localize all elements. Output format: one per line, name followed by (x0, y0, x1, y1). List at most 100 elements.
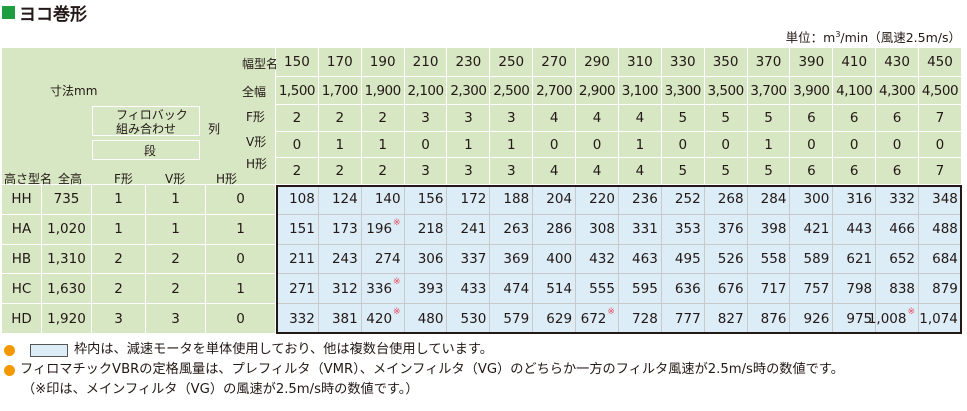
airflow-value: 108 (289, 191, 315, 208)
airflow-value-cell: 798 (833, 274, 877, 305)
asterisk-mark: ※ (393, 307, 401, 318)
airflow-value: 353 (674, 221, 701, 238)
stage-h-cell: 2 (276, 158, 319, 185)
asterisk-mark: ※ (393, 217, 401, 228)
full-height-cell: 735 (42, 185, 92, 215)
width-model-cell: 210 (404, 48, 448, 77)
v-type-cell: 3 (146, 304, 206, 334)
airflow-value-cell: 466 (876, 214, 920, 245)
stage-h-cell: 2 (361, 158, 405, 185)
full-width-cell: 2,700 (533, 77, 577, 105)
airflow-value: 398 (760, 221, 787, 238)
stage-h-cell: 2 (318, 158, 362, 185)
full-width-cell: 4,300 (876, 77, 920, 105)
airflow-value-cell: 876 (747, 304, 791, 334)
airflow-value-cell: 306 (404, 244, 448, 275)
column-v-cell: 1 (490, 132, 534, 158)
f-type-cell: 2 (92, 244, 146, 275)
airflow-value-cell: 526 (704, 244, 748, 275)
height-model-cell: HA (2, 214, 42, 245)
airflow-value: 777 (674, 310, 701, 327)
airflow-value-cell: 263 (490, 214, 534, 245)
airflow-value: 337 (460, 250, 487, 267)
note-2: フィロマチックVBRの定格風量は、プレフィルタ（VMR）、メインフィルタ（VG）… (20, 362, 844, 377)
column-f-cell: 2 (361, 105, 405, 132)
f-type-cell: 1 (92, 185, 146, 215)
column-v-cell: 1 (447, 132, 491, 158)
airflow-value-cell: 336 ※ (361, 274, 405, 305)
airflow-value-cell: 348 (919, 185, 962, 215)
airflow-value: 369 (503, 250, 530, 267)
airflow-value: 332 (889, 191, 916, 208)
airflow-value: 241 (460, 221, 487, 238)
airflow-value: 466 (889, 221, 916, 238)
airflow-value: 220 (589, 191, 615, 208)
full-width-cell: 2,300 (447, 77, 491, 105)
stage-h-cell: 7 (919, 158, 962, 185)
column-v-cell: 1 (618, 132, 662, 158)
airflow-value-cell: 636 (661, 274, 705, 305)
v-type-cell: 2 (146, 274, 206, 305)
airflow-value: 474 (503, 280, 530, 297)
v-type-cell: 1 (146, 185, 206, 215)
width-model-cell: 250 (490, 48, 534, 77)
airflow-value-cell: 284 (747, 185, 791, 215)
width-model-cell: 330 (661, 48, 705, 77)
airflow-value-cell: 432 (576, 244, 619, 275)
unit-prefix: 単位：m (785, 30, 836, 45)
column-f-cell: 2 (318, 105, 362, 132)
note-3: （※印は、メインフィルタ（VG）の風速が2.5m/s時の数値です。） (22, 382, 419, 397)
column-v-cell: 0 (790, 132, 834, 158)
airflow-value-cell: 827 (704, 304, 748, 334)
airflow-value: 432 (589, 250, 615, 267)
airflow-value: 1,008 (867, 310, 907, 327)
prefilter-combo-line1: フィロバック (116, 108, 188, 122)
v-type-cell: 1 (146, 214, 206, 245)
height-model-cell: HD (2, 304, 42, 334)
airflow-value: 393 (417, 280, 444, 297)
airflow-value-cell: 555 (576, 274, 619, 305)
airflow-value: 316 (846, 191, 873, 208)
stage-h-cell: 5 (661, 158, 705, 185)
full-width-cell: 1,500 (276, 77, 319, 105)
airflow-value: 480 (417, 310, 444, 327)
column-f-cell: 4 (618, 105, 662, 132)
airflow-value: 420 (366, 310, 393, 327)
column-v-cell: 0 (876, 132, 920, 158)
unit-sup: 3 (835, 29, 841, 39)
airflow-value: 336 (366, 280, 393, 297)
airflow-value: 514 (546, 280, 573, 297)
airflow-value: 838 (889, 280, 916, 297)
column-f-cell: 3 (490, 105, 534, 132)
asterisk-mark: ※ (393, 277, 401, 288)
airflow-value: 263 (503, 221, 530, 238)
airflow-value-cell: 316 (833, 185, 877, 215)
prefilter-combo-box (92, 106, 200, 136)
width-model-cell: 190 (361, 48, 405, 77)
airflow-value: 172 (460, 191, 487, 208)
airflow-value-cell: 728 (618, 304, 662, 334)
airflow-value-cell: 332 (876, 185, 920, 215)
airflow-value-cell: 757 (790, 274, 834, 305)
airflow-table: 幅型名 寸法mm 全幅 フィロバック 組み合わせ列 F形 V形段 H形 高さ型名 全高 F形 V形 H形… (2, 48, 962, 334)
airflow-value-cell: 173 (318, 214, 362, 245)
airflow-value-cell: 400 (533, 244, 577, 275)
airflow-value-cell: 331 (618, 214, 662, 245)
airflow-value-cell: 312 (318, 274, 362, 305)
airflow-value: 579 (503, 310, 530, 327)
note-row-1: 枠内は、減速モータを単体使用しており、他は複数台使用しています。 (4, 340, 844, 360)
airflow-value-cell: 514 (533, 274, 577, 305)
full-width-cell: 3,100 (618, 77, 662, 105)
width-model-cell: 170 (318, 48, 362, 77)
column-f-cell: 5 (747, 105, 791, 132)
full-width-cell: 4,500 (919, 77, 962, 105)
airflow-value-cell: 530 (447, 304, 491, 334)
airflow-value: 443 (846, 221, 873, 238)
airflow-value: 629 (546, 310, 573, 327)
f-type-cell: 3 (92, 304, 146, 334)
airflow-value: 218 (417, 221, 444, 238)
airflow-value: 381 (331, 310, 358, 327)
f-type-cell: 2 (92, 274, 146, 305)
airflow-value: 926 (803, 310, 830, 327)
airflow-value-cell: 300 (790, 185, 834, 215)
